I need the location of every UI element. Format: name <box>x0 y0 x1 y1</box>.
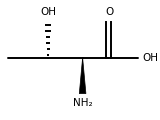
Text: OH: OH <box>40 7 56 17</box>
Text: O: O <box>106 7 114 17</box>
Text: NH₂: NH₂ <box>73 98 92 108</box>
Polygon shape <box>79 58 86 94</box>
Text: OH: OH <box>143 53 159 63</box>
